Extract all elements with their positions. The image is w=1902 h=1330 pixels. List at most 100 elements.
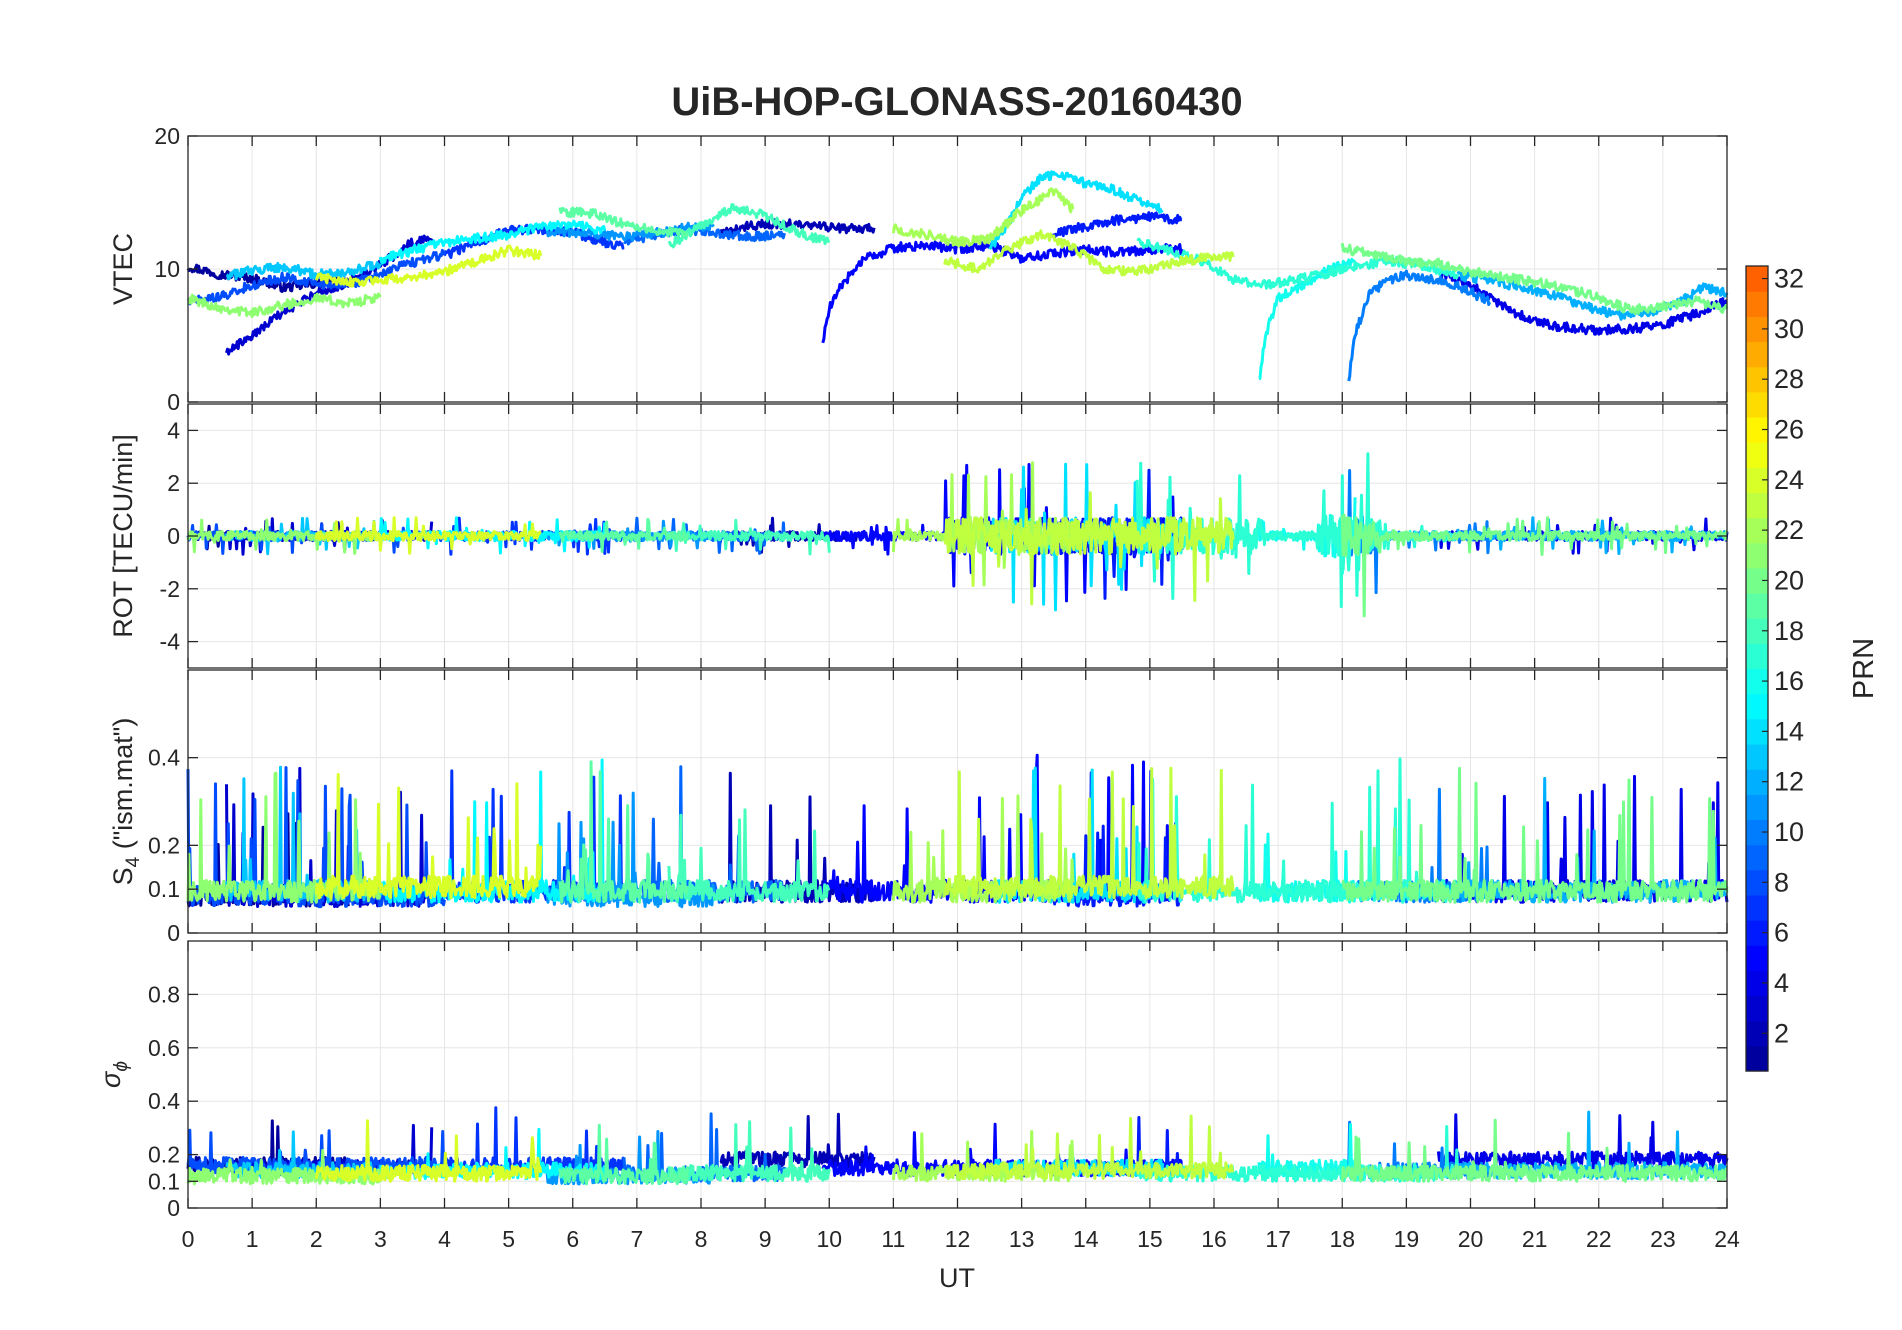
colorbar-swatch (1746, 341, 1768, 368)
colorbar-swatch (1746, 567, 1768, 594)
vtec-series-prn-21 (187, 292, 382, 319)
colorbar-swatch (1746, 844, 1768, 871)
colorbar-swatch (1746, 794, 1768, 821)
vtec-series-prn-15 (378, 219, 607, 265)
vtec-series-prn-22 (891, 187, 1075, 248)
x-tick-label: 0 (182, 1226, 195, 1252)
sigma-series-prn-24 (314, 1119, 543, 1183)
s4-series-prn-22 (891, 794, 1075, 904)
vtec-series-prn-20 (1340, 242, 1729, 316)
sigma-y-tick-label: 0.4 (148, 1088, 180, 1114)
sigma-y-label-main: σ (96, 1070, 126, 1088)
colorbar-swatch (1746, 819, 1768, 846)
s4-y-label-main: S (108, 867, 138, 885)
rot-series-prn-24 (314, 516, 542, 555)
x-tick-label: 7 (630, 1226, 643, 1252)
colorbar-swatch (1746, 945, 1768, 971)
colorbar-tick-label: 22 (1774, 515, 1804, 545)
colorbar-frame (1745, 265, 1769, 1072)
colorbar-tick-label: 8 (1774, 867, 1789, 897)
sigma-y-label-sub: ϕ (111, 1061, 132, 1072)
vtec-series-prn-19 (558, 206, 690, 238)
colorbar-swatch (1746, 693, 1768, 720)
colorbar-swatch (1746, 1045, 1768, 1072)
colorbar-swatch (1746, 643, 1768, 670)
x-axis: 0 1 2 3 4 5 6 7 8 9 10 11 12 13 14 15 16 17 18 19 20 21 22 23 24 (182, 1226, 1740, 1252)
x-tick-label: 4 (438, 1226, 451, 1252)
colorbar-label: PRN (1848, 638, 1880, 699)
vtec-panel: 0 10 20 VTEC (108, 123, 1729, 415)
vtec-series-prn-24 (314, 244, 543, 288)
x-tick-label: 17 (1265, 1226, 1291, 1252)
vtec-series-prn-10 (1347, 269, 1492, 382)
colorbar-swatch (1746, 618, 1768, 644)
x-tick-label: 3 (374, 1226, 387, 1252)
colorbar-swatch (1746, 442, 1768, 468)
rot-series-prn-19 (558, 517, 690, 553)
s4-series-prn-20 (1341, 766, 1729, 904)
rot-y-tick-label: 0 (167, 523, 180, 549)
x-tick-label: 6 (566, 1226, 579, 1252)
x-tick-label: 5 (502, 1226, 515, 1252)
sigma-y-tick-label: 0.2 (148, 1142, 180, 1168)
rot-series-prn-20 (1340, 513, 1728, 618)
rot-y-tick-label: 4 (167, 417, 180, 443)
vtec-series-prn-4 (1438, 267, 1728, 336)
colorbar-tick-label: 18 (1774, 616, 1804, 646)
x-tick-label: 21 (1522, 1226, 1548, 1252)
sigma-y-tick-label: 0 (167, 1195, 180, 1221)
colorbar-tick-label: 26 (1774, 415, 1804, 445)
x-tick-label: 8 (695, 1226, 708, 1252)
s4-y-tick-label: 0.1 (148, 876, 180, 902)
colorbar-tick-label: 4 (1774, 968, 1789, 998)
x-tick-label: 23 (1650, 1226, 1676, 1252)
x-axis-label: UT (939, 1263, 975, 1293)
rot-series-prn-18 (667, 518, 831, 556)
sigma-series-prn-19 (558, 1123, 690, 1186)
s4-y-tick-label: 0 (167, 920, 180, 946)
s4-y-axis-label: S4 ("ism.mat") (108, 718, 144, 886)
x-tick-label: 22 (1586, 1226, 1612, 1252)
x-tick-label: 14 (1073, 1226, 1099, 1252)
sigma-series-prn-18 (667, 1120, 831, 1183)
colorbar-swatch (1746, 316, 1768, 343)
vtec-series-prn-23 (943, 229, 1235, 277)
sigma-series-prn-20 (1340, 1118, 1728, 1183)
colorbar-swatch (1746, 769, 1768, 795)
rot-y-axis-label: ROT [TECU/min] (108, 434, 138, 638)
x-tick-label: 18 (1329, 1226, 1355, 1252)
colorbar-tick-label: 28 (1774, 364, 1804, 394)
s4-series-prn-24 (314, 773, 543, 900)
rot-y-tick-label: -4 (160, 629, 181, 655)
vtec-series-prn-3 (225, 234, 434, 356)
colorbar-swatch (1746, 291, 1768, 317)
colorbar-swatch (1746, 416, 1768, 443)
colorbar-swatch (1746, 1020, 1768, 1047)
colorbar-swatch (1746, 366, 1768, 393)
colorbar-swatch (1746, 542, 1768, 569)
rot-y-tick-label: -2 (160, 576, 180, 602)
vtec-series-prn-14 (988, 170, 1164, 250)
s4-y-label-rest: ("ism.mat") (108, 718, 138, 857)
vtec-series-prn-6 (1052, 211, 1183, 239)
s4-panel: 0 0.1 0.2 0.4S4 ("ism.mat") (108, 669, 1729, 946)
x-tick-label: 1 (246, 1226, 259, 1252)
colorbar-tick-label: 20 (1774, 565, 1804, 595)
x-tick-label: 11 (881, 1226, 905, 1252)
colorbar-swatch (1746, 517, 1768, 544)
rot-series-prn-23 (943, 491, 1235, 606)
colorbar-swatch (1746, 970, 1768, 997)
colorbar-tick-label: 6 (1774, 918, 1789, 948)
colorbar-swatch (1746, 743, 1768, 770)
colorbar-swatch (1746, 869, 1768, 896)
s4-series-prn-19 (558, 760, 690, 904)
s4-y-tick-label: 0.2 (148, 832, 180, 858)
x-tick-label: 20 (1458, 1226, 1484, 1252)
colorbar-swatch (1746, 995, 1768, 1022)
s4-y-tick-label: 0.4 (148, 745, 180, 771)
sigma-y-tick-label: 0.8 (148, 981, 180, 1007)
vtec-y-axis-label: VTEC (108, 233, 138, 305)
colorbar-swatch (1746, 467, 1768, 494)
vtec-series-prn-13 (225, 260, 382, 281)
